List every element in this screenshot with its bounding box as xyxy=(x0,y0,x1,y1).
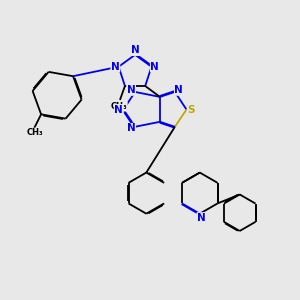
Text: N: N xyxy=(127,123,136,134)
Text: N: N xyxy=(150,62,159,72)
Text: N: N xyxy=(131,46,140,56)
Text: CH₃: CH₃ xyxy=(111,102,127,111)
Text: N: N xyxy=(111,62,120,72)
Text: N: N xyxy=(197,213,206,223)
Text: S: S xyxy=(188,104,195,115)
Text: N: N xyxy=(175,85,183,95)
Text: CH₃: CH₃ xyxy=(26,128,43,137)
Text: N: N xyxy=(114,104,123,115)
Text: N: N xyxy=(127,85,136,95)
